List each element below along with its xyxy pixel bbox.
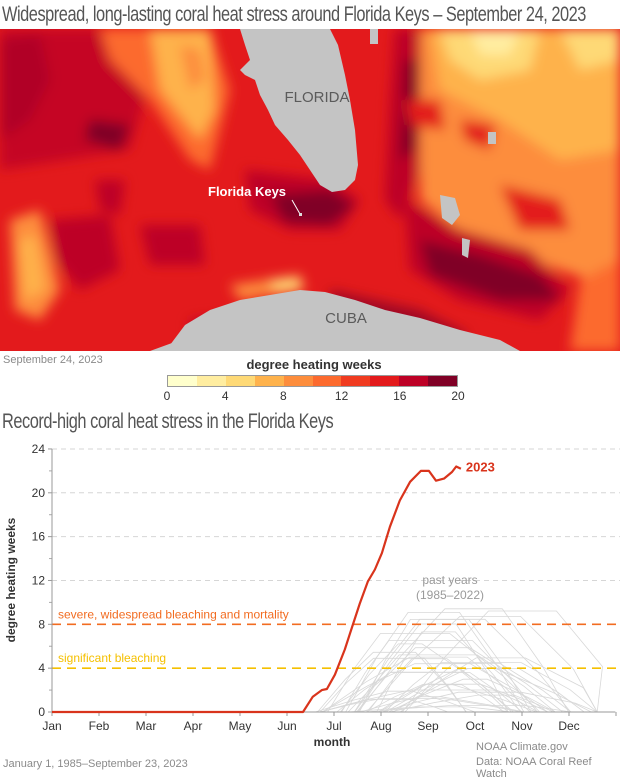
x-tick-label: Oct: [466, 719, 485, 733]
color-legend-bar: [167, 375, 458, 387]
past-year-line: [52, 658, 616, 713]
legend-tick-label: 4: [221, 389, 229, 403]
legend-tick-label: 0: [163, 389, 171, 403]
y-tick-label: 8: [38, 617, 45, 631]
credit-line-1: NOAA Climate.gov: [476, 741, 568, 753]
past-year-line: [52, 647, 616, 713]
chart-title: Record-high coral heat stress in the Flo…: [2, 410, 334, 433]
legend-tick-label: 8: [280, 389, 287, 403]
past-year-line: [52, 694, 616, 713]
past-year-line: [52, 633, 616, 713]
florida-label: FLORIDA: [284, 89, 349, 106]
legend-swatch: [196, 376, 226, 386]
dhw-line-chart: severe, widespread bleaching and mortali…: [4, 442, 620, 746]
past-year-line: [52, 618, 616, 713]
x-tick-label: Apr: [184, 719, 203, 733]
legend-tick-label: 20: [451, 389, 465, 403]
legend-swatch: [168, 376, 197, 386]
past-year-line: [52, 690, 616, 713]
y-tick-label: 16: [32, 530, 46, 544]
legend-swatch: [254, 376, 284, 386]
y-tick-label: 0: [38, 705, 45, 719]
cuba-label: CUBA: [325, 310, 367, 327]
legend-title: degree heating weeks: [246, 357, 382, 372]
axes: 0 4 8 12 16 20 24 Jan Feb Mar Apr May Jun Jul Aug Sep Oc…: [32, 442, 617, 733]
line-2023: [52, 465, 462, 714]
map-date-label: September 24, 2023: [3, 354, 103, 366]
past-year-line: [52, 631, 616, 713]
threshold-label: significant bleaching: [58, 651, 166, 665]
x-tick-label: Aug: [370, 719, 391, 733]
past-years-range-label: (1985–2022): [416, 588, 484, 602]
past-year-line: [52, 662, 616, 713]
y-tick-label: 24: [32, 442, 46, 456]
florida-keys-label: Florida Keys: [208, 184, 286, 199]
x-tick-label: Jul: [326, 719, 341, 733]
legend-swatch: [341, 376, 371, 386]
past-year-line: [52, 654, 616, 713]
gridlines: [52, 448, 620, 581]
legend-swatch: [399, 376, 429, 386]
map-title: Widespread, long-lasting coral heat stre…: [2, 3, 586, 26]
credit-line-2: Data: NOAA Coral Reef Watch: [476, 756, 592, 780]
past-year-line: [52, 643, 616, 713]
past-years-lines: [52, 608, 616, 713]
label-2023: 2023: [466, 460, 495, 475]
threshold-label: severe, widespread bleaching and mortali…: [58, 607, 289, 621]
x-tick-label: Jun: [277, 719, 296, 733]
past-year-line: [52, 663, 616, 713]
cuba-landmass: [170, 290, 520, 351]
legend-swatch: [312, 376, 342, 386]
past-year-line: [52, 612, 616, 713]
past-year-line: [52, 698, 616, 713]
x-tick-label: May: [229, 719, 252, 733]
florida-landmass: [240, 29, 358, 192]
x-tick-label: Feb: [89, 719, 110, 733]
x-tick-label: Dec: [558, 719, 579, 733]
legend-swatch: [370, 376, 400, 386]
threshold-lines: severe, widespread bleaching and mortali…: [52, 607, 620, 669]
heat-stress-map: FLORIDA Florida Keys CUBA: [0, 29, 620, 351]
y-tick-label: 12: [32, 573, 46, 587]
past-year-line: [52, 610, 616, 713]
past-year-line: [52, 616, 616, 713]
legend-tick-label: 12: [334, 389, 349, 403]
chart-source-note: January 1, 1985–September 23, 2023: [3, 758, 188, 770]
legend-swatch: [283, 376, 313, 386]
x-axis-label: month: [314, 735, 351, 746]
past-year-line: [52, 684, 616, 713]
y-tick-label: 20: [32, 486, 46, 500]
x-tick-label: Sep: [417, 719, 439, 733]
y-tick-label: 4: [38, 661, 45, 675]
past-year-line: [52, 696, 616, 713]
past-year-line: [52, 671, 616, 713]
legend-swatch: [428, 376, 458, 386]
x-tick-label: Jan: [42, 719, 61, 733]
x-tick-label: Nov: [511, 719, 532, 733]
past-year-line: [52, 678, 616, 713]
y-axis-label: degree heating weeks: [4, 517, 18, 642]
past-years-label: past years: [422, 573, 477, 587]
legend-swatch: [225, 376, 255, 386]
legend-tick-label: 16: [393, 389, 407, 403]
x-tick-label: Mar: [136, 719, 157, 733]
